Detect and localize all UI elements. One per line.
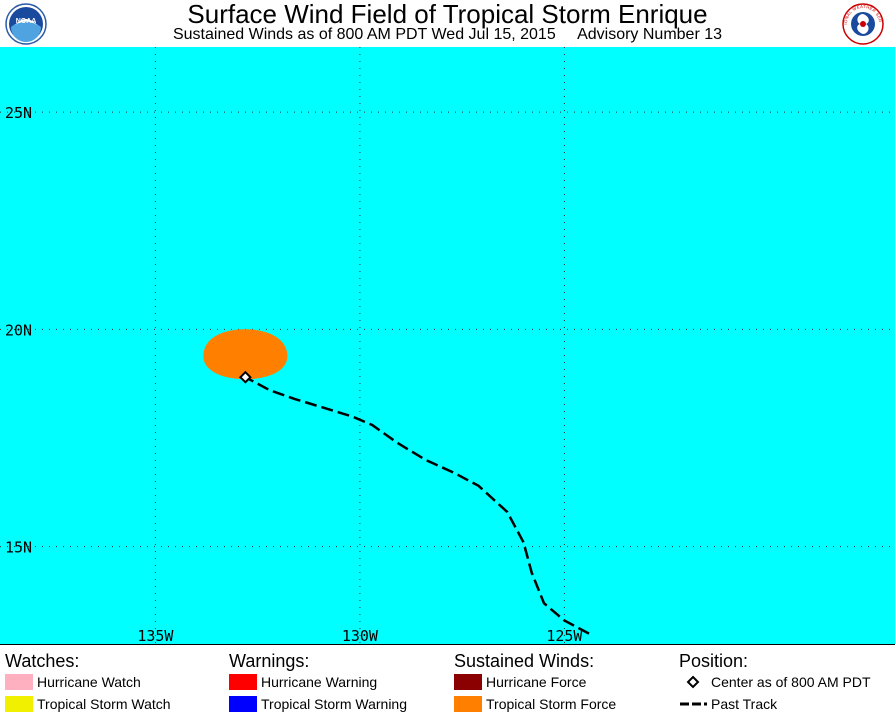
longitude-label: 135W — [137, 627, 174, 644]
legend-winds-heading: Sustained Winds: — [454, 651, 595, 671]
longitude-label: 130W — [342, 627, 379, 644]
latitude-label: 25N — [5, 104, 32, 122]
latitude-label: 15N — [5, 539, 32, 557]
legend-label: Past Track — [711, 696, 778, 712]
legend-position-heading: Position: — [679, 651, 749, 671]
tropical-storm-force-swatch — [454, 696, 482, 712]
legend-label: Tropical Storm Warning — [261, 696, 408, 712]
noaa-logo-text: NOAA — [16, 18, 37, 25]
legend-label: Tropical Storm Force — [486, 696, 617, 712]
map-title: Surface Wind Field of Tropical Storm Enr… — [187, 0, 708, 29]
legend-watches-heading: Watches: — [5, 651, 80, 671]
storm-center-marker — [238, 370, 252, 384]
tropical-storm-wind-field — [203, 329, 288, 380]
legend-label: Tropical Storm Watch — [37, 696, 171, 712]
dashed-line-icon — [680, 702, 707, 706]
nws-logo-icon: NATIONAL WEATHER SERVICE — [842, 3, 884, 45]
hurricane-watch-swatch — [5, 674, 33, 690]
noaa-logo-icon: NOAA — [5, 3, 47, 45]
legend-warnings-heading: Warnings: — [229, 651, 310, 671]
tropical-storm-watch-swatch — [5, 696, 33, 712]
hurricane-force-swatch — [454, 674, 482, 690]
legend-label: Hurricane Watch — [37, 674, 141, 690]
header: NOAA Surface Wind Field of Tropical Stor… — [0, 0, 895, 47]
legend-label: Center as of 800 AM PDT — [711, 674, 871, 690]
past-track-line — [244, 376, 590, 635]
grid-labels: 25N20N15N140W135W130W125W — [5, 104, 583, 644]
wind-field-map: 25N20N15N140W135W130W125W — [0, 47, 895, 644]
map-subtitle: Sustained Winds as of 800 AM PDT Wed Jul… — [172, 26, 723, 43]
legend-label: Hurricane Warning — [261, 674, 378, 690]
lat-lon-grid — [0, 47, 895, 644]
legend-label: Hurricane Force — [486, 674, 587, 690]
latitude-label: 20N — [5, 321, 32, 339]
longitude-label: 125W — [546, 627, 583, 644]
hurricane-warning-swatch — [229, 674, 257, 690]
legend: Watches: Hurricane Watch Tropical Storm … — [0, 644, 895, 716]
tropical-storm-warning-swatch — [229, 696, 257, 712]
map-canvas: 25N20N15N140W135W130W125W — [0, 47, 895, 644]
diamond-marker-icon — [686, 675, 700, 689]
